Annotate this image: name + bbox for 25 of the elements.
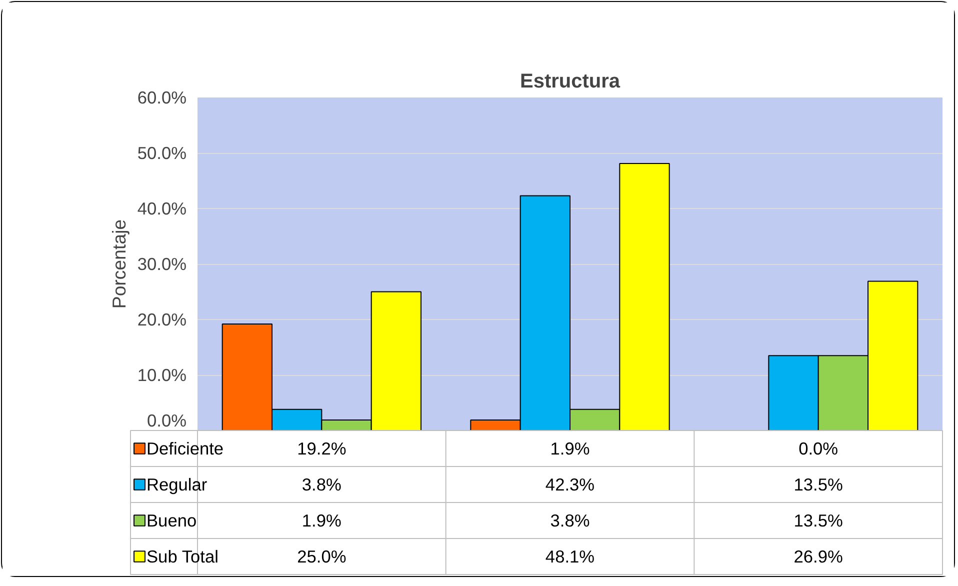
y-axis-title: Porcentaje: [108, 219, 130, 309]
y-tick-label: 50.0%: [137, 143, 187, 163]
data-label: 26.9%: [794, 546, 843, 566]
data-label: 1.9%: [550, 438, 590, 458]
y-tick-label: 60.0%: [137, 88, 187, 108]
y-tick-label: 0.0%: [147, 410, 187, 430]
legend-label: Deficiente: [146, 438, 224, 458]
data-label: 13.5%: [794, 474, 843, 494]
y-tick-label: 20.0%: [137, 310, 187, 330]
legend-label: Bueno: [146, 510, 197, 530]
data-label: 0.0%: [798, 438, 838, 458]
data-label: 42.3%: [545, 474, 595, 494]
data-label: 13.5%: [794, 510, 843, 530]
y-tick-label: 30.0%: [137, 254, 187, 274]
data-label: 19.2%: [297, 438, 346, 458]
data-label: 1.9%: [302, 510, 342, 530]
data-label: 3.8%: [302, 474, 342, 494]
y-tick-label: 10.0%: [137, 365, 187, 385]
data-label: 48.1%: [545, 546, 595, 566]
data-label: 25.0%: [297, 546, 346, 566]
y-tick-label: 40.0%: [137, 198, 187, 218]
legend-label: Sub Total: [146, 546, 218, 566]
legend-label: Regular: [146, 474, 208, 494]
chart-title: Estructura: [520, 70, 621, 92]
data-label: 3.8%: [550, 510, 590, 530]
